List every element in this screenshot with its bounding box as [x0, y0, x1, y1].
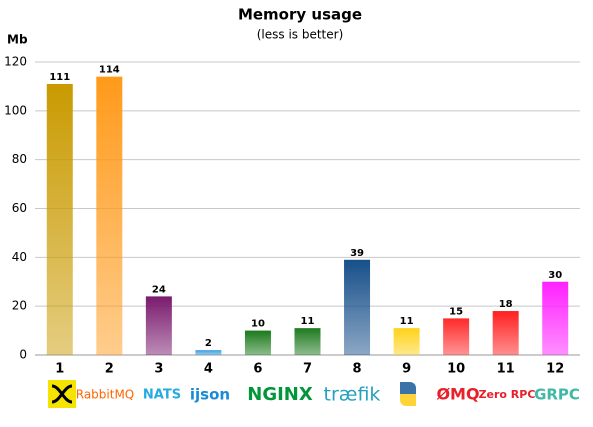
value-label: 11: [400, 316, 414, 327]
y-axis-label: Mb: [7, 33, 28, 47]
value-label: 39: [350, 248, 364, 259]
bar: [393, 328, 420, 355]
y-tick-label: 100: [4, 103, 27, 117]
y-tick-label: 120: [4, 55, 27, 69]
x-tick-label: 10: [447, 362, 465, 377]
chart-title: Memory usage: [238, 6, 362, 24]
x-tick-label: 3: [154, 362, 163, 377]
logo: Zero RPC: [479, 388, 536, 401]
logo: ijson: [190, 386, 230, 404]
value-label: 10: [251, 319, 265, 330]
y-tick-label: 20: [12, 299, 27, 313]
value-label: 11: [301, 316, 315, 327]
x-tick-label: 11: [497, 362, 515, 377]
chart-subtitle: (less is better): [257, 28, 344, 42]
logo: NATS: [143, 388, 181, 403]
x-tick-label: 1: [55, 362, 64, 377]
logo-icon: [48, 380, 76, 408]
y-tick-label: 0: [19, 348, 27, 362]
value-label: 24: [152, 284, 166, 295]
x-tick-label: 12: [546, 362, 564, 377]
y-tick-label: 60: [12, 201, 27, 215]
logo: ØMQ: [436, 385, 479, 404]
x-tick-label: 7: [303, 362, 312, 377]
logo: GRPC: [534, 386, 580, 404]
value-label: 18: [499, 299, 513, 310]
bar: [542, 281, 569, 355]
value-label: 30: [548, 270, 562, 281]
value-label: 15: [449, 306, 463, 317]
bar: [492, 311, 519, 355]
bar: [46, 83, 73, 355]
bar: [344, 259, 371, 355]
logo: RabbitMQ: [76, 388, 135, 402]
x-tick-label: 6: [253, 362, 262, 377]
logo: NGINX: [247, 384, 313, 405]
value-label: 114: [99, 65, 120, 76]
x-tick-label: 4: [204, 362, 213, 377]
value-label: 2: [205, 338, 212, 349]
value-label: 111: [49, 72, 70, 83]
logo-icon: [400, 382, 416, 406]
bar: [294, 328, 321, 355]
bar: [145, 296, 172, 355]
x-tick-label: 8: [353, 362, 362, 377]
bar: [443, 318, 470, 355]
bar: [244, 330, 271, 355]
y-tick-label: 40: [12, 250, 27, 264]
bar: [195, 350, 222, 355]
logo: træfik: [324, 384, 381, 406]
x-tick-label: 2: [105, 362, 114, 377]
bar: [96, 76, 123, 356]
y-tick-label: 80: [12, 152, 27, 166]
x-tick-label: 9: [402, 362, 411, 377]
